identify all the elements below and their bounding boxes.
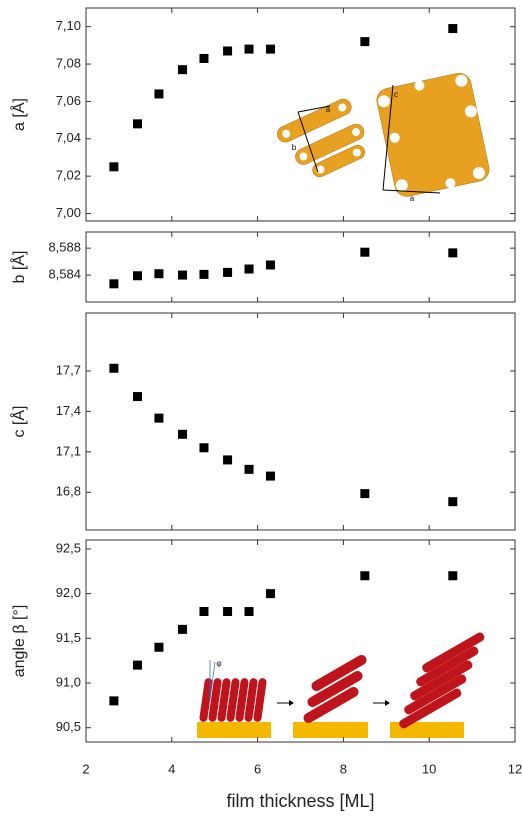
data-point (109, 696, 119, 706)
data-point (265, 471, 275, 481)
data-point (199, 607, 209, 617)
data-point (132, 271, 142, 281)
data-point (360, 247, 370, 257)
y-tick-label: 7,08 (56, 55, 81, 70)
y-tick-label: 7,00 (56, 205, 81, 220)
data-point (448, 24, 458, 34)
y-axis-label: a [Å] (9, 98, 28, 131)
x-tick-label: 2 (82, 761, 89, 776)
annotation: a (410, 194, 415, 203)
data-point (360, 571, 370, 581)
data-point (244, 44, 254, 54)
x-tick-label: 8 (340, 761, 347, 776)
data-point (178, 270, 188, 280)
x-tick-label: 10 (422, 761, 436, 776)
y-tick-label: 7,06 (56, 93, 81, 108)
data-point (244, 264, 254, 274)
annotation: a (326, 105, 331, 114)
data-point (178, 624, 188, 634)
data-point (223, 455, 233, 465)
data-point (360, 37, 370, 47)
y-tick-label: 16,8 (56, 484, 81, 499)
data-point (154, 89, 164, 99)
y-tick-label: 92,0 (56, 585, 81, 600)
y-tick-label: 91,5 (56, 630, 81, 645)
data-point (109, 363, 119, 373)
y-tick-label: 7,02 (56, 168, 81, 183)
y-axis-label: b [Å] (9, 251, 28, 284)
x-tick-label: 4 (168, 761, 175, 776)
x-tick-label: 6 (254, 761, 261, 776)
data-point (132, 660, 142, 670)
data-point (132, 392, 142, 402)
data-point (109, 279, 119, 289)
y-tick-label: 8,588 (48, 240, 81, 255)
y-tick-label: 7,04 (56, 130, 81, 145)
y-axis-label: c [Å] (9, 405, 28, 437)
annotation: φ (216, 659, 221, 668)
plot-frame (85, 7, 516, 222)
plot-frame (85, 312, 516, 531)
crystal-inset (277, 72, 490, 197)
annotation: c (394, 90, 398, 99)
data-point (244, 607, 254, 617)
y-axis-label: angle β [°] (11, 605, 28, 678)
y-tick-label: 7,10 (56, 18, 81, 33)
annotation: b (292, 143, 297, 152)
y-tick-label: 17,4 (56, 403, 81, 418)
x-tick-label: 12 (508, 761, 522, 776)
data-point (360, 489, 370, 499)
data-point (199, 269, 209, 279)
data-point (109, 162, 119, 172)
y-tick-label: 90,5 (56, 719, 81, 734)
data-point (132, 119, 142, 129)
data-point (154, 642, 164, 652)
y-tick-label: 91,0 (56, 674, 81, 689)
data-point (265, 589, 275, 599)
data-point (178, 65, 188, 75)
y-tick-label: 92,5 (56, 540, 81, 555)
data-point (448, 497, 458, 507)
y-tick-label: 17,1 (56, 443, 81, 458)
data-point (199, 53, 209, 63)
plot-frame (85, 231, 516, 303)
data-point (154, 269, 164, 279)
y-tick-label: 8,584 (48, 267, 81, 282)
data-point (448, 248, 458, 258)
data-point (178, 429, 188, 439)
x-axis-label: film thickness [ML] (226, 791, 374, 811)
data-point (223, 607, 233, 617)
data-point (265, 44, 275, 54)
growth-schematic (197, 632, 485, 738)
data-point (223, 46, 233, 56)
data-point (448, 571, 458, 581)
data-point (223, 267, 233, 277)
data-point (154, 413, 164, 423)
data-point (265, 260, 275, 270)
data-point (244, 464, 254, 474)
y-tick-label: 17,7 (56, 362, 81, 377)
plot-frame (85, 539, 516, 743)
data-point (199, 443, 209, 453)
